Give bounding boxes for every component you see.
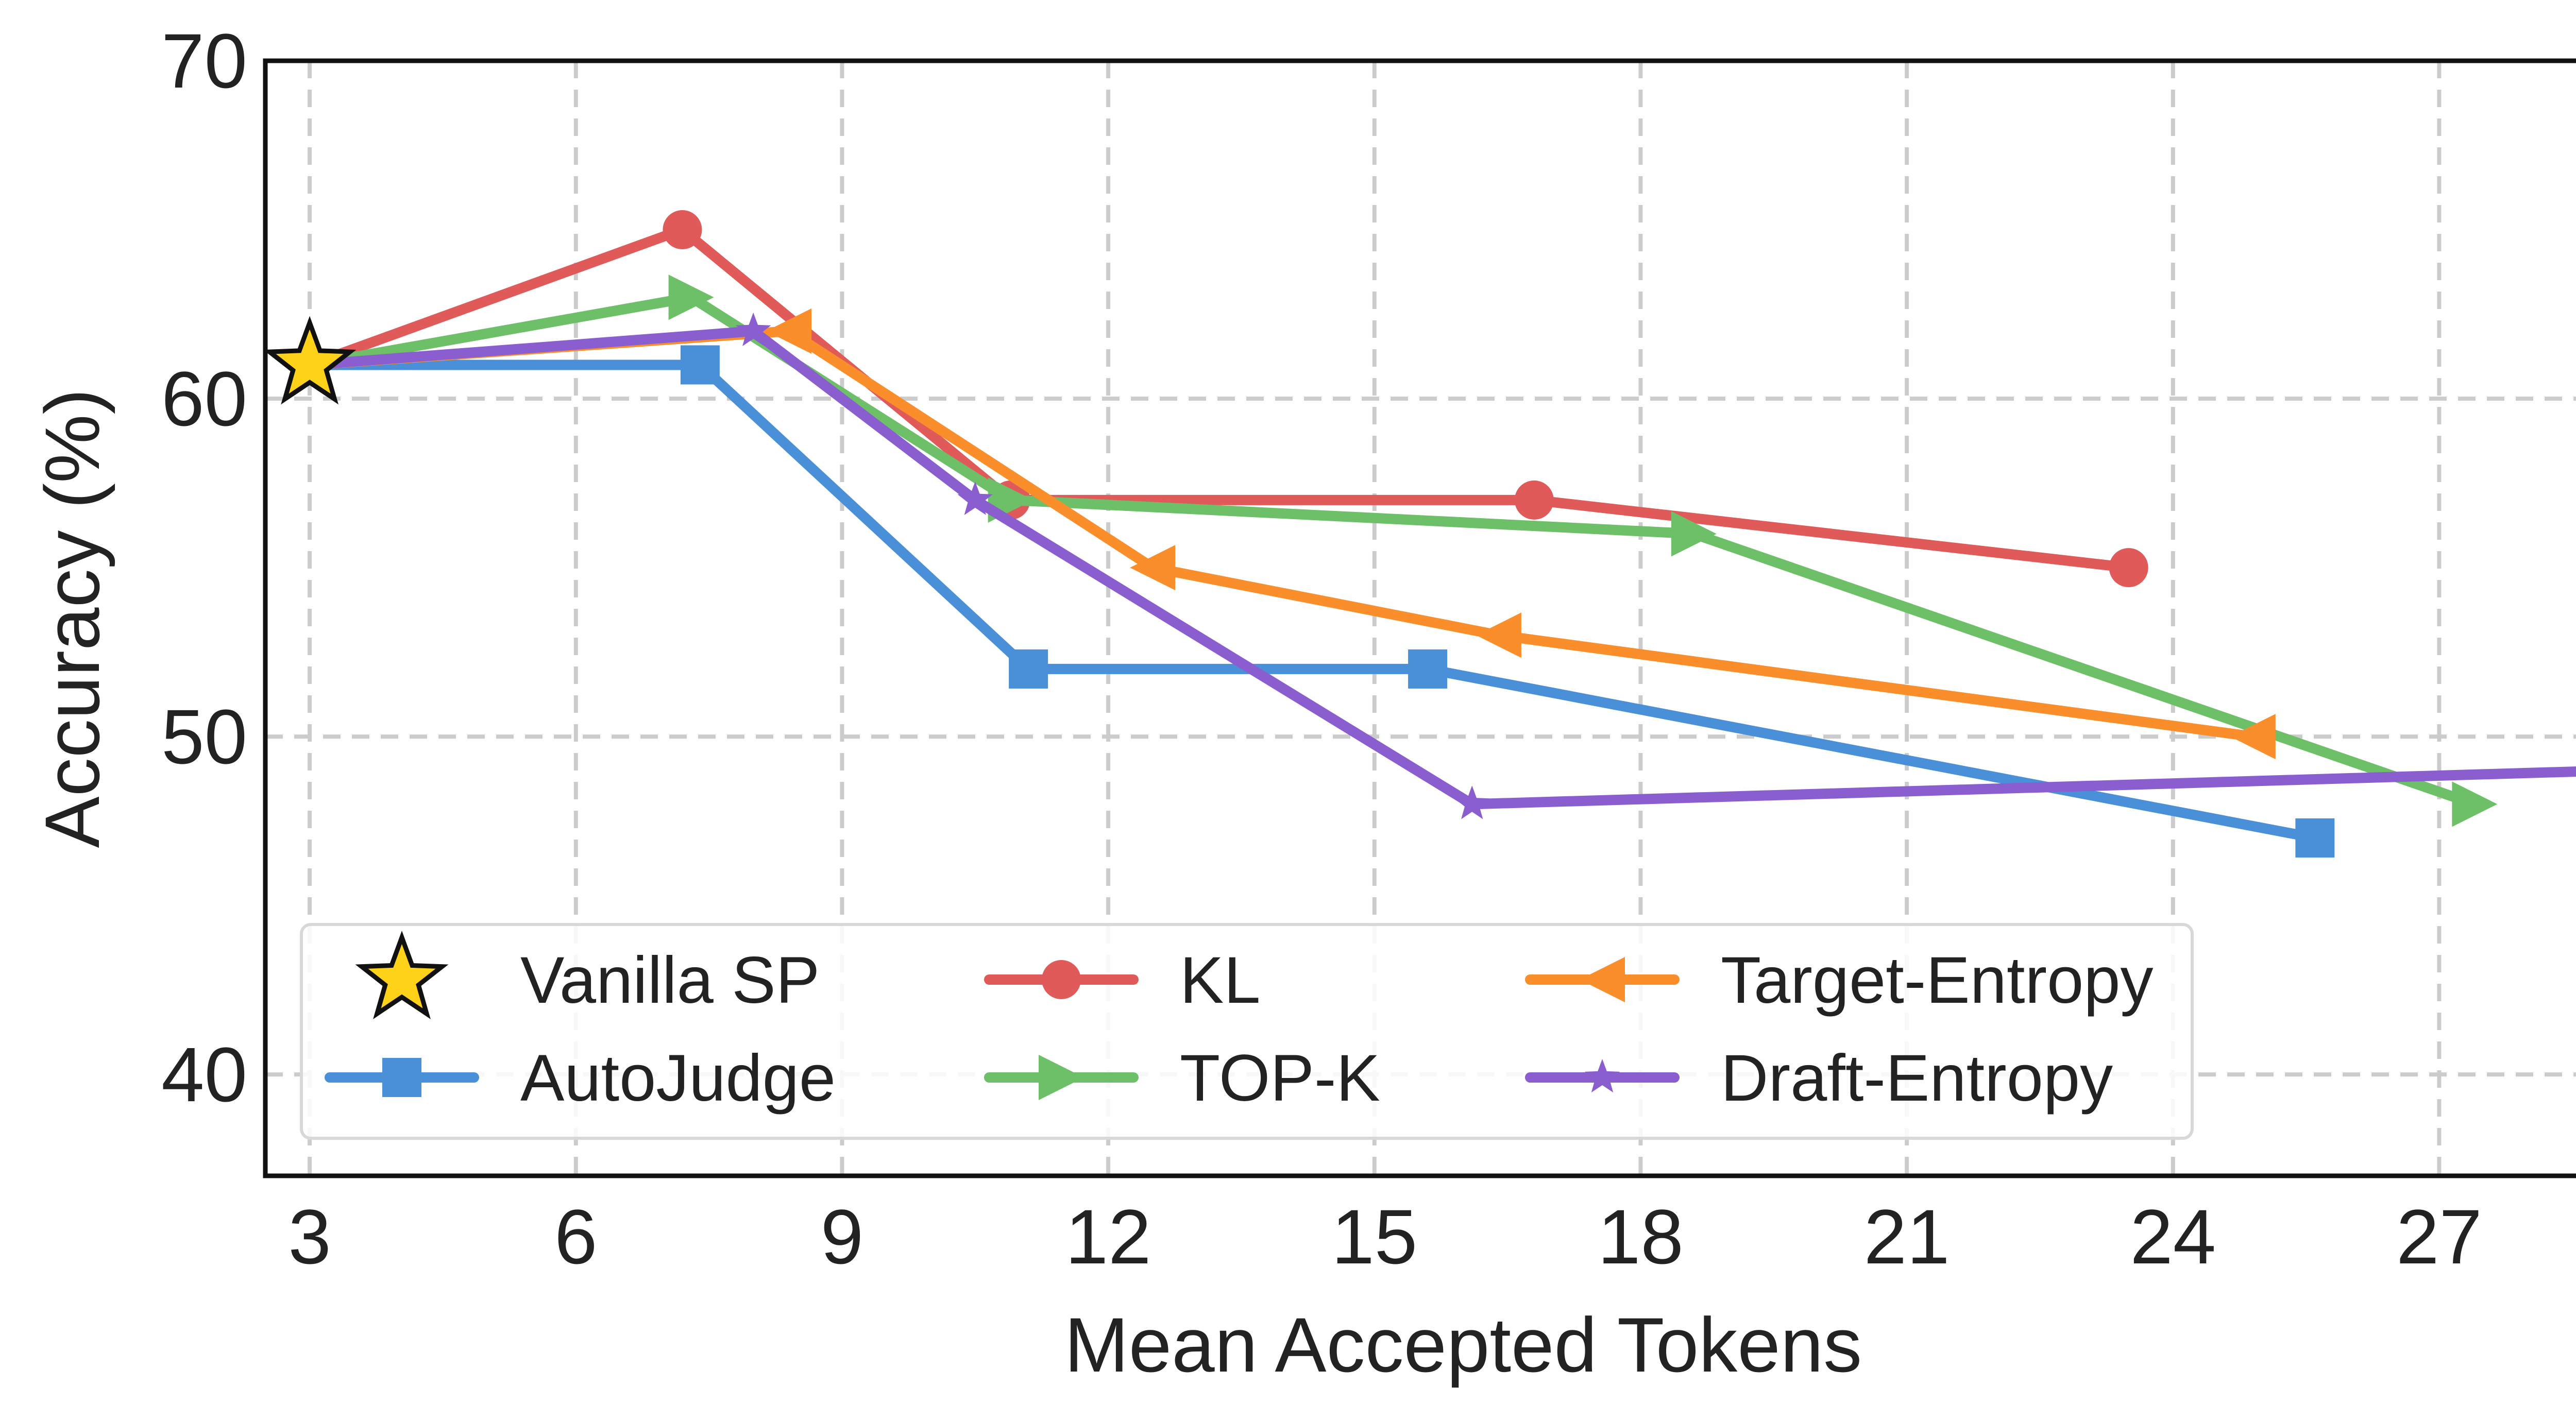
y-tick-label: 60 <box>161 355 247 442</box>
data-point-autojudge <box>2295 818 2335 858</box>
legend-label-kl: KL <box>1180 944 1261 1017</box>
legend-item-autojudge: AutoJudge <box>325 1041 836 1115</box>
data-point-vanilla-sp <box>263 316 357 405</box>
legend-item-target-entropy: Target-Entropy <box>1525 944 2154 1017</box>
data-point-target-entropy <box>1476 612 1521 658</box>
data-point-top-k <box>1671 511 1717 557</box>
legend-marker-top-k <box>1039 1055 1084 1100</box>
x-tick-label: 27 <box>2396 1193 2482 1280</box>
data-point-autojudge <box>1009 649 1048 689</box>
series-vanilla-sp <box>263 316 357 405</box>
y-tick-label: 50 <box>161 693 247 780</box>
data-point-target-entropy <box>1130 545 1176 591</box>
x-axis-label: Mean Accepted Tokens <box>1064 1302 1862 1388</box>
data-point-top-k <box>668 275 714 320</box>
data-point-kl <box>2109 548 2148 588</box>
x-tick-label: 24 <box>2130 1193 2216 1280</box>
legend: Vanilla SP AutoJudge KL TOP-K Target-Entropy… <box>300 923 2194 1140</box>
data-point-top-k <box>2452 781 2498 827</box>
legend-item-kl: KL <box>984 944 1261 1017</box>
legend-label-draft-entropy: Draft-Entropy <box>1721 1041 2113 1115</box>
series-draft-entropy <box>304 312 2576 819</box>
data-point-kl <box>663 210 702 250</box>
data-point-target-entropy <box>2230 714 2276 760</box>
legend-box <box>300 923 2194 1140</box>
series-top-k <box>304 275 2498 827</box>
series-autojudge <box>304 345 2335 858</box>
data-point-draft-entropy <box>957 481 993 515</box>
series-layer <box>263 210 2576 858</box>
x-tick-label: 15 <box>1331 1193 1417 1280</box>
x-tick-label: 3 <box>288 1193 331 1280</box>
legend-item-draft-entropy: Draft-Entropy <box>1525 1041 2113 1115</box>
legend-marker-vanilla-sp <box>355 930 449 1019</box>
legend-label-vanilla-sp: Vanilla SP <box>520 944 820 1017</box>
y-tick-label: 70 <box>161 18 247 104</box>
x-tick-label: 21 <box>1864 1193 1950 1280</box>
x-tick-label: 6 <box>554 1193 597 1280</box>
data-point-autojudge <box>680 345 720 385</box>
legend-label-top-k: TOP-K <box>1180 1041 1380 1115</box>
legend-label-autojudge: AutoJudge <box>520 1041 836 1115</box>
plot-frame <box>263 58 2576 1178</box>
x-tick-label: 18 <box>1598 1193 1684 1280</box>
data-point-draft-entropy <box>1454 785 1490 819</box>
legend-marker-draft-entropy <box>1584 1059 1620 1093</box>
x-tick-label: 12 <box>1065 1193 1151 1280</box>
data-point-target-entropy <box>766 308 812 354</box>
legend-item-vanilla-sp: Vanilla SP <box>355 930 820 1019</box>
legend-marker-kl <box>1042 960 1081 999</box>
legend-item-top-k: TOP-K <box>984 1041 1380 1115</box>
data-point-autojudge <box>1408 649 1448 689</box>
legend-marker-target-entropy <box>1580 957 1625 1002</box>
x-tick-label: 9 <box>821 1193 863 1280</box>
data-point-draft-entropy <box>736 312 771 346</box>
ticks: 3 6 9 12 15 18 21 24 27 40 50 60 70 <box>161 18 2482 1280</box>
legend-marker-autojudge <box>382 1058 421 1097</box>
data-point-kl <box>1514 480 1554 520</box>
legend-label-target-entropy: Target-Entropy <box>1721 944 2154 1017</box>
y-tick-label: 40 <box>161 1031 247 1118</box>
y-axis-label: Accuracy (%) <box>29 389 115 848</box>
